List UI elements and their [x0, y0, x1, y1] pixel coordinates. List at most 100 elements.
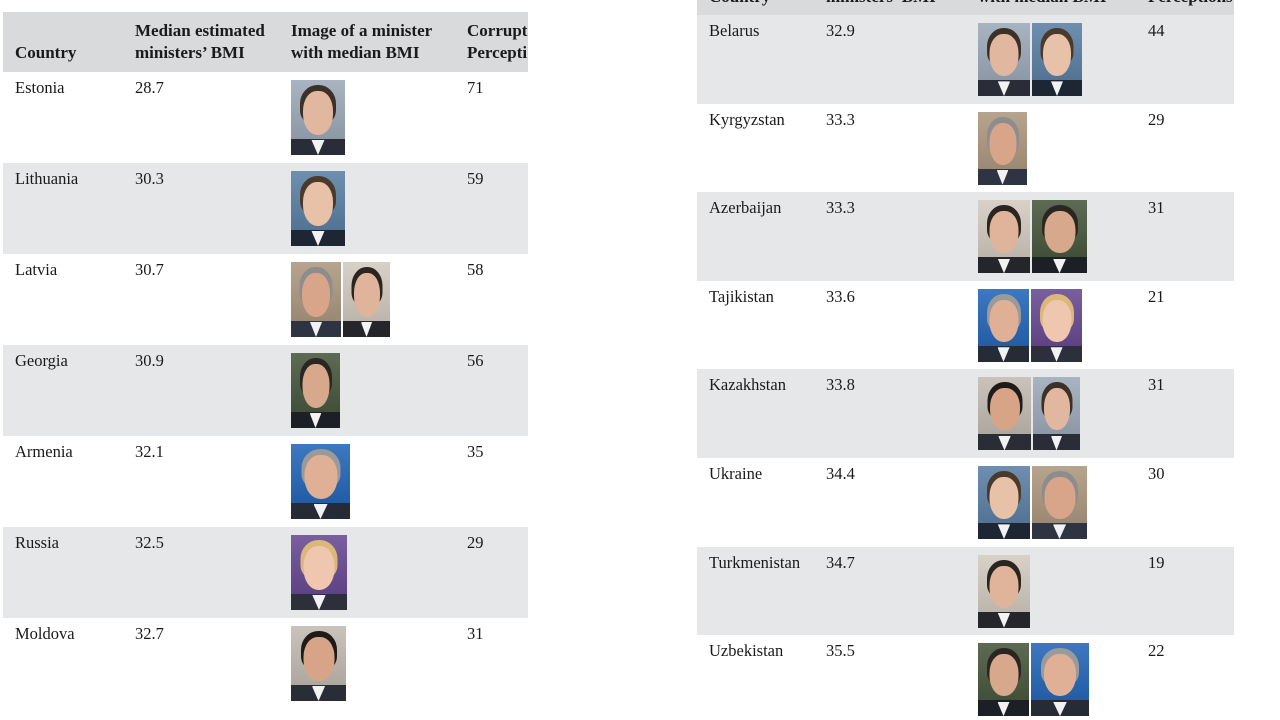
minister-images	[291, 262, 390, 337]
corruption-perceptions-cell: 19	[1148, 552, 1165, 572]
table-row: Moldova 32.7 31	[3, 618, 528, 709]
country-cell: Latvia	[15, 260, 58, 279]
corruption-perceptions-cell: 21	[1148, 286, 1165, 306]
header-country: Country	[15, 43, 77, 62]
corruption-perceptions-cell: 58	[467, 260, 484, 279]
table-row: Georgia 30.9 56	[3, 345, 528, 436]
corruption-perceptions-cell: 44	[1148, 21, 1165, 40]
bmi-cell: 30.9	[135, 351, 164, 370]
right-table-header: Country ministers’ BMI with median BMI P…	[697, 0, 1234, 15]
country-cell: Azerbaijan	[709, 198, 782, 218]
russia-minister-photo	[291, 535, 347, 610]
country-cell: Armenia	[15, 442, 73, 461]
table-row: Russia 32.5 29	[3, 527, 528, 618]
table-row: Azerbaijan 33.3 31	[697, 192, 1234, 281]
header-corruption-perceptions: Corrupt Percepti	[467, 21, 528, 62]
table-row: Latvia 30.7 58	[3, 254, 528, 345]
header-country: Country	[709, 0, 770, 8]
belarus-minister-photo-2	[1032, 23, 1082, 96]
minister-images	[978, 643, 1089, 717]
lithuania-minister-photo	[291, 171, 345, 246]
belarus-minister-photo-1	[978, 23, 1030, 96]
minister-images	[291, 626, 346, 701]
country-cell: Uzbekistan	[709, 641, 784, 661]
corruption-perceptions-cell: 31	[1148, 375, 1165, 395]
minister-images	[978, 23, 1082, 96]
header-corruption-perceptions: Perceptions	[1148, 0, 1233, 8]
country-cell: Turkmenistan	[709, 552, 801, 572]
bmi-cell: 28.7	[135, 78, 164, 97]
table-row: Uzbekistan 35.5 22	[697, 635, 1234, 720]
table-row: Belarus 32.9 44	[697, 15, 1234, 104]
kazakhstan-minister-photo-1	[978, 377, 1031, 451]
corruption-perceptions-cell: 31	[1148, 198, 1165, 218]
corruption-perceptions-cell: 31	[467, 624, 484, 643]
bmi-cell: 32.7	[135, 624, 164, 643]
armenia-minister-photo	[291, 444, 350, 519]
azerbaijan-minister-photo-2	[1032, 200, 1087, 274]
ukraine-minister-photo-1	[978, 466, 1030, 539]
bmi-cell: 33.8	[826, 375, 855, 395]
table-row: Kyrgyzstan 33.3 29	[697, 104, 1234, 193]
country-cell: Lithuania	[15, 169, 79, 188]
header-median-bmi: Median estimated ministers’ BMI	[135, 21, 265, 62]
country-cell: Ukraine	[709, 464, 763, 483]
header-median-bmi: ministers’ BMI	[826, 0, 936, 8]
table-row: Ukraine 34.4 30	[697, 458, 1234, 547]
corruption-perceptions-cell: 22	[1148, 641, 1165, 661]
tajikistan-minister-photo-2	[1031, 288, 1082, 362]
bmi-cell: 30.7	[135, 260, 164, 279]
country-cell: Kyrgyzstan	[709, 109, 785, 129]
corruption-perceptions-cell: 56	[467, 351, 484, 370]
minister-images	[291, 444, 350, 519]
minister-images	[291, 80, 345, 155]
minister-images	[291, 353, 340, 428]
country-cell: Estonia	[15, 78, 65, 97]
estonia-minister-photo	[291, 80, 345, 155]
minister-images	[978, 466, 1087, 539]
minister-images	[978, 288, 1082, 362]
minister-images	[978, 200, 1087, 274]
latvia-minister-photo-2	[343, 262, 390, 337]
corruption-perceptions-cell: 29	[1148, 109, 1165, 129]
country-cell: Georgia	[15, 351, 68, 370]
header-minister-image: Image of a minister with median BMI	[291, 21, 433, 62]
country-cell: Moldova	[15, 624, 75, 643]
bmi-cell: 33.6	[826, 286, 855, 306]
bmi-cell: 34.7	[826, 552, 855, 572]
left-table-header: Country Median estimated ministers’ BMI I…	[3, 12, 528, 72]
bmi-cell: 32.1	[135, 442, 164, 461]
corruption-perceptions-cell: 29	[467, 533, 484, 552]
left-table: Country Median estimated ministers’ BMI I…	[3, 0, 528, 720]
corruption-perceptions-cell: 71	[467, 78, 484, 97]
tajikistan-minister-photo-1	[978, 288, 1029, 362]
uzbekistan-minister-photo-1	[978, 643, 1029, 717]
table-row: Armenia 32.1 35	[3, 436, 528, 527]
minister-images	[291, 171, 345, 246]
bmi-cell: 32.5	[135, 533, 164, 552]
bmi-cell: 33.3	[826, 198, 855, 218]
kyrgyzstan-minister-photo	[978, 111, 1027, 185]
latvia-minister-photo-1	[291, 262, 341, 337]
country-cell: Kazakhstan	[709, 375, 786, 395]
country-cell: Russia	[15, 533, 60, 552]
header-minister-image: with median BMI	[978, 0, 1106, 8]
minister-images	[978, 377, 1080, 451]
turkmenistan-minister-photo	[978, 554, 1030, 628]
minister-images	[291, 535, 347, 610]
right-table: Country ministers’ BMI with median BMI P…	[697, 0, 1234, 720]
corruption-perceptions-cell: 35	[467, 442, 484, 461]
table-row: Kazakhstan 33.8 31	[697, 369, 1234, 458]
table-row: Lithuania 30.3 59	[3, 163, 528, 254]
bmi-cell: 32.9	[826, 21, 855, 40]
country-cell: Belarus	[709, 21, 760, 40]
azerbaijan-minister-photo-1	[978, 200, 1030, 274]
bmi-cell: 30.3	[135, 169, 164, 188]
table-row: Turkmenistan 34.7 19	[697, 546, 1234, 636]
corruption-perceptions-cell: 59	[467, 169, 484, 188]
bmi-cell: 34.4	[826, 464, 855, 483]
corruption-perceptions-cell: 30	[1148, 464, 1165, 483]
table-row: Tajikistan 33.6 21	[697, 281, 1234, 370]
uzbekistan-minister-photo-2	[1031, 643, 1089, 717]
georgia-minister-photo	[291, 353, 340, 428]
